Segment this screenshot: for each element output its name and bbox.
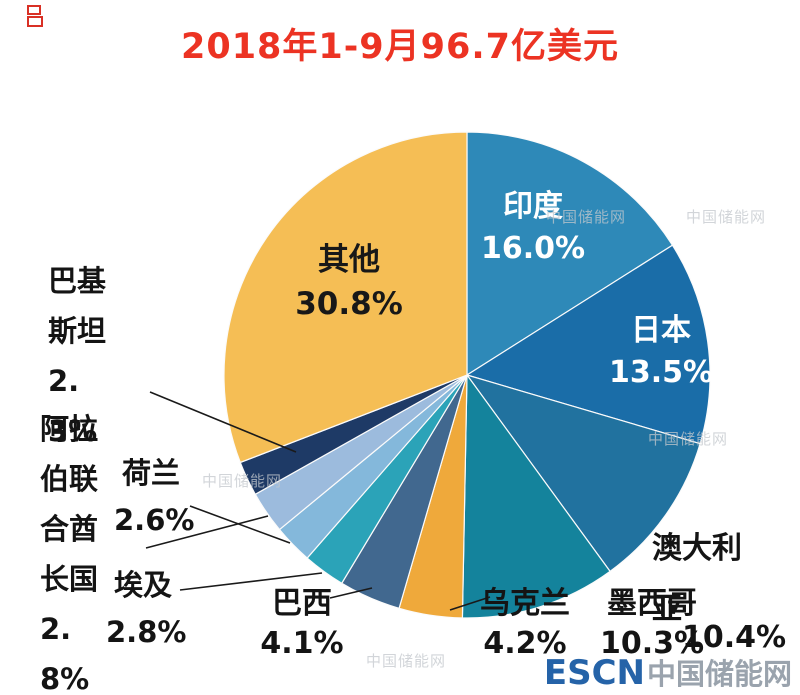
slice-name: 墨西哥: [607, 586, 697, 621]
slice-name: 乌克兰: [480, 586, 570, 621]
slice-label-australia: 澳大利亚: [652, 518, 752, 640]
slice-label-ukraine: 乌克兰 4.2%: [470, 584, 580, 664]
slice-label-uae: 阿拉伯联合酋长国 2.8%: [40, 404, 108, 695]
slice-name: 印度: [503, 189, 563, 224]
pie-slice-japan: [465, 244, 711, 445]
slice-name: 阿拉伯联合酋长国: [40, 412, 99, 596]
slice-name: 澳大利亚: [652, 531, 742, 627]
red-corner-mark: [27, 5, 43, 27]
slice-label-netherlands: 荷兰 2.6%: [114, 450, 195, 544]
site-logo-suffix: 中国储能网: [646, 657, 792, 691]
site-logo: ESCN中国储能网: [544, 651, 792, 693]
slice-name: 日本: [631, 313, 691, 348]
watermark-text: 中国储能网: [648, 430, 729, 448]
slice-label-brazil: 巴西 4.1%: [252, 584, 352, 664]
slice-label-mexico: 墨西哥 10.3%: [596, 584, 708, 664]
slice-pct: 2.8%: [40, 612, 90, 695]
red-corner-mark-bottom: [27, 16, 43, 27]
slice-pct: 4.1%: [260, 626, 344, 661]
watermark-text: 中国储能网: [686, 208, 767, 226]
pie-slice-australia: [465, 373, 701, 573]
chart-title: 2018年1-9月96.7亿美元: [181, 27, 619, 67]
red-corner-mark-top: [27, 5, 41, 15]
watermark-text: 中国储能网: [202, 472, 283, 490]
watermark-text: 中国储能网: [366, 652, 447, 670]
slice-label-japan: 日本 13.5%: [596, 310, 726, 394]
slice-name: 巴基斯坦: [48, 264, 107, 348]
slice-name: 荷兰: [121, 456, 180, 490]
slice-pct: 16.0%: [480, 231, 586, 266]
slice-name: 巴西: [272, 586, 332, 621]
slice-pct: 4.2%: [483, 626, 567, 661]
slice-name: 埃及: [113, 568, 172, 602]
slice-label-others: 其他 30.8%: [284, 238, 414, 326]
slice-pct-australia: 10.4%: [682, 620, 786, 655]
pie-slice-india: [466, 131, 674, 377]
slice-pct: 2.8%: [106, 615, 187, 649]
pie-slice-mexico: [461, 373, 611, 619]
slice-label-egypt: 埃及 2.8%: [106, 562, 187, 656]
slice-pct: 13.5%: [608, 355, 714, 390]
slice-label-india: 印度 16.0%: [468, 186, 598, 270]
slice-pct: 30.8%: [295, 286, 403, 322]
pie-chart: [223, 131, 711, 619]
slice-pct: 2.3%: [48, 364, 98, 448]
slice-pct: 10.4%: [682, 620, 787, 655]
slice-name: 其他: [318, 242, 380, 278]
slice-pct: 2.6%: [114, 503, 195, 537]
slice-pct: 10.3%: [599, 626, 705, 661]
watermark-text: 中国储能网: [546, 208, 627, 226]
site-logo-escn: ESCN: [543, 653, 645, 693]
slice-label-pakistan: 巴基斯坦 2.3%: [48, 256, 116, 456]
